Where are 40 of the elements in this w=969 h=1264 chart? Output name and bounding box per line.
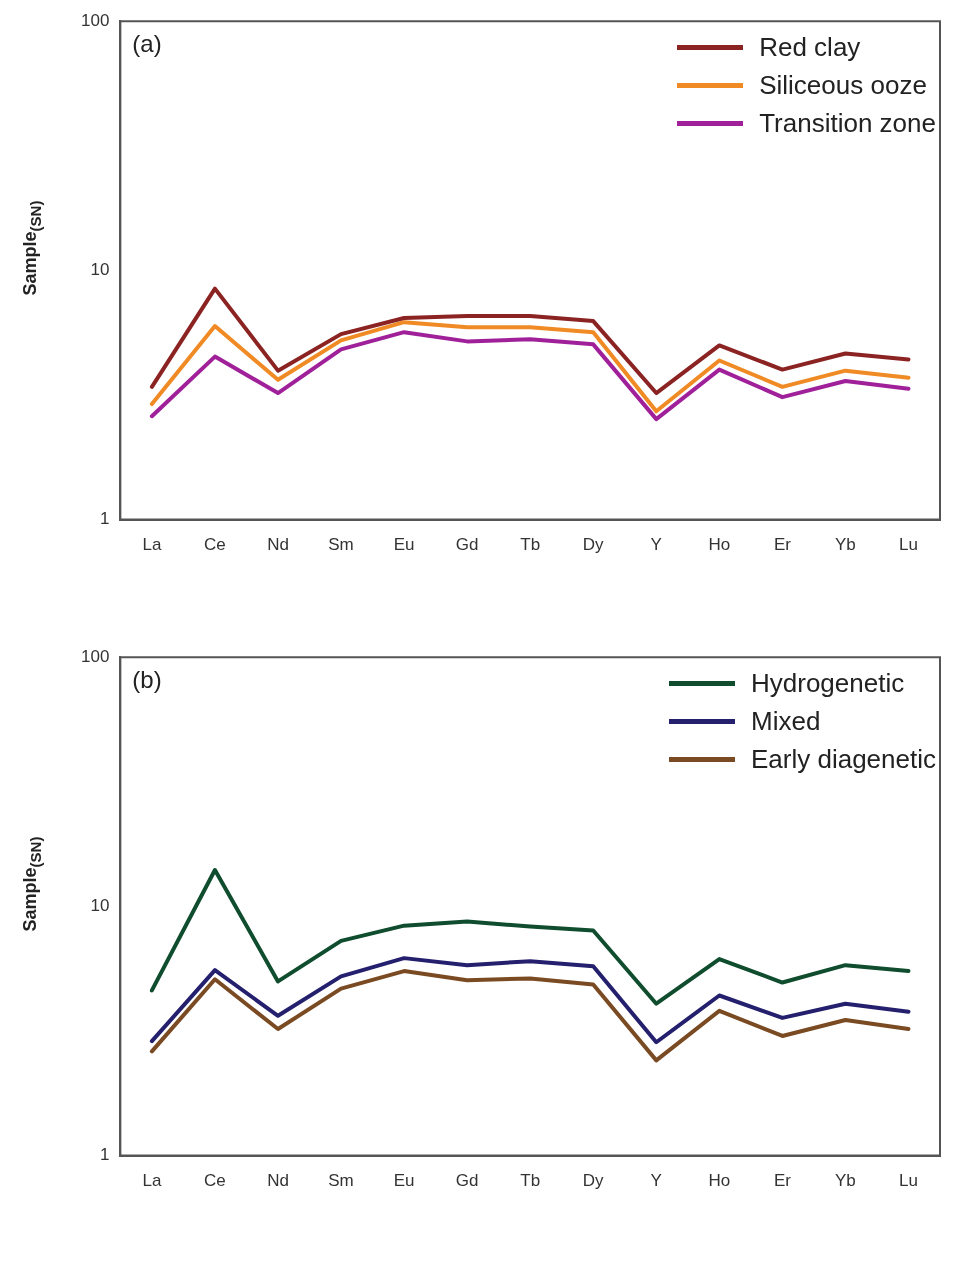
legend-label: Red clay (759, 31, 861, 63)
x-tick-label: Nd (267, 1171, 289, 1191)
x-tick-label: Tb (520, 1171, 541, 1191)
x-tick-label: Sm (328, 535, 354, 555)
x-tick-label: Sm (328, 1171, 354, 1191)
y-tick-label: 1 (99, 1145, 110, 1165)
x-tick-label: Yb (835, 1171, 856, 1191)
legend-label: Siliceous ooze (759, 69, 927, 101)
x-tick-label: Gd (455, 535, 479, 555)
x-tick-label: Yb (835, 535, 856, 555)
legend-label: Early diagenetic (751, 743, 936, 775)
x-tick-label: Y (650, 1171, 662, 1191)
x-tick-label: Dy (582, 535, 605, 555)
y-tick-label: 10 (90, 896, 110, 916)
x-tick-label: Dy (582, 1171, 605, 1191)
annotation: (a) (132, 29, 162, 57)
x-tick-label: Nd (267, 535, 289, 555)
legend-label: Hydrogenetic (751, 667, 905, 699)
legend-label: Transition zone (759, 107, 936, 139)
x-tick-label: Ce (204, 1171, 226, 1191)
x-tick-label: Eu (393, 1171, 415, 1191)
y-tick-label: 10 (90, 260, 110, 280)
x-tick-label: Ho (708, 1171, 731, 1191)
x-tick-label: Ho (708, 535, 731, 555)
x-tick-label: Y (650, 535, 662, 555)
x-tick-label: Eu (393, 535, 415, 555)
x-tick-label: La (142, 1171, 162, 1191)
legend-label: Mixed (751, 705, 821, 737)
x-tick-label: Ce (204, 535, 226, 555)
x-tick-label: Er (773, 1171, 792, 1191)
x-tick-label: La (142, 535, 162, 555)
x-tick-label: Gd (455, 1171, 479, 1191)
x-tick-label: Lu (899, 535, 918, 555)
annotation: (b) (132, 665, 162, 693)
x-tick-label: Er (773, 535, 792, 555)
x-tick-label: Tb (520, 535, 541, 555)
y-tick-label: 100 (80, 10, 110, 30)
y-tick-label: 100 (80, 646, 110, 666)
x-tick-label: Lu (899, 1171, 918, 1191)
y-tick-label: 1 (99, 509, 110, 529)
